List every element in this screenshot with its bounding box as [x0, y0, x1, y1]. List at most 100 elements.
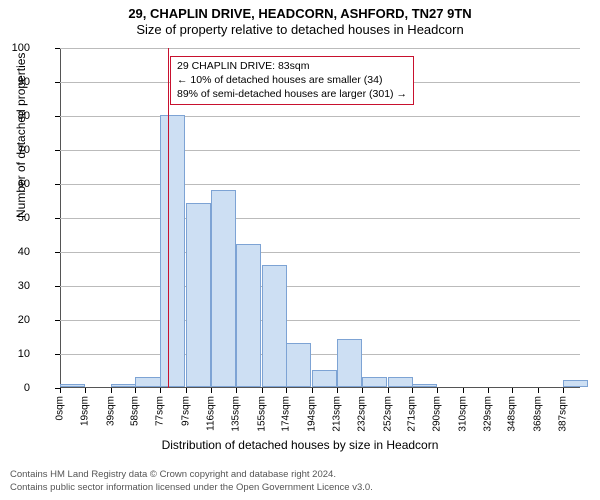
gridline	[60, 48, 580, 49]
xtick-mark	[412, 388, 413, 393]
xtick-label: 348sqm	[507, 396, 518, 432]
footer-line-1: Contains HM Land Registry data © Crown c…	[10, 469, 373, 481]
xtick-mark	[160, 388, 161, 393]
xtick-mark	[463, 388, 464, 393]
xtick-mark	[538, 388, 539, 393]
xtick-mark	[111, 388, 112, 393]
xtick-label: 174sqm	[281, 396, 292, 432]
histogram-bar	[236, 244, 261, 387]
footer-attribution: Contains HM Land Registry data © Crown c…	[10, 469, 373, 494]
xtick-label: 116sqm	[205, 396, 216, 431]
xtick-mark	[211, 388, 212, 393]
histogram-bar	[412, 384, 437, 387]
xtick-label: 58sqm	[130, 396, 141, 426]
xtick-label: 19sqm	[79, 396, 90, 426]
xtick-label: 135sqm	[230, 396, 241, 432]
ytick-mark	[55, 354, 60, 355]
histogram-bar	[160, 115, 185, 387]
gridline	[60, 150, 580, 151]
chart-subtitle: Size of property relative to detached ho…	[0, 22, 600, 38]
histogram-bar	[262, 265, 287, 387]
footer-line-2: Contains public sector information licen…	[10, 482, 373, 494]
ytick-label: 80	[0, 110, 30, 122]
xtick-mark	[512, 388, 513, 393]
ytick-mark	[55, 286, 60, 287]
histogram-bar	[286, 343, 311, 387]
ytick-label: 50	[0, 212, 30, 224]
xtick-label: 310sqm	[458, 396, 469, 432]
xtick-label: 387sqm	[558, 396, 569, 432]
xtick-mark	[262, 388, 263, 393]
histogram-bar	[135, 377, 160, 387]
annotation-line-2: ← 10% of detached houses are smaller (34…	[177, 73, 407, 87]
xtick-mark	[437, 388, 438, 393]
xtick-mark	[337, 388, 338, 393]
gridline	[60, 320, 580, 321]
ytick-label: 70	[0, 144, 30, 156]
ytick-mark	[55, 252, 60, 253]
xtick-mark	[135, 388, 136, 393]
plot-region: 0sqm19sqm39sqm58sqm77sqm97sqm116sqm135sq…	[60, 48, 580, 388]
ytick-label: 40	[0, 246, 30, 258]
histogram-bar	[312, 370, 337, 387]
xtick-label: 213sqm	[331, 396, 342, 432]
xtick-mark	[312, 388, 313, 393]
xtick-label: 155sqm	[256, 396, 267, 432]
ytick-label: 60	[0, 178, 30, 190]
histogram-bar	[388, 377, 413, 387]
ytick-label: 20	[0, 314, 30, 326]
xtick-mark	[388, 388, 389, 393]
xtick-label: 368sqm	[533, 396, 544, 432]
ytick-label: 100	[0, 42, 30, 54]
ytick-mark	[55, 218, 60, 219]
gridline	[60, 252, 580, 253]
x-axis-label: Distribution of detached houses by size …	[0, 438, 600, 452]
ytick-mark	[55, 184, 60, 185]
annotation-line-3: 89% of semi-detached houses are larger (…	[177, 87, 407, 101]
annotation-line-1: 29 CHAPLIN DRIVE: 83sqm	[177, 59, 407, 73]
xtick-label: 329sqm	[482, 396, 493, 432]
gridline	[60, 218, 580, 219]
xtick-label: 252sqm	[382, 396, 393, 432]
histogram-bar	[211, 190, 236, 387]
histogram-bar	[362, 377, 387, 387]
xtick-mark	[186, 388, 187, 393]
xtick-mark	[85, 388, 86, 393]
xtick-label: 194sqm	[307, 396, 318, 432]
histogram-bar	[111, 384, 136, 387]
histogram-bar	[60, 384, 85, 387]
ytick-mark	[55, 82, 60, 83]
histogram-bar	[563, 380, 588, 387]
ytick-label: 10	[0, 348, 30, 360]
ytick-mark	[55, 48, 60, 49]
xtick-mark	[60, 388, 61, 393]
xtick-mark	[236, 388, 237, 393]
xtick-label: 0sqm	[55, 396, 66, 420]
gridline	[60, 184, 580, 185]
ytick-label: 0	[0, 382, 30, 394]
xtick-label: 232sqm	[356, 396, 367, 432]
xtick-label: 97sqm	[181, 396, 192, 426]
gridline	[60, 116, 580, 117]
chart-container: 29, CHAPLIN DRIVE, HEADCORN, ASHFORD, TN…	[0, 0, 600, 500]
xtick-label: 271sqm	[407, 396, 418, 432]
xtick-mark	[563, 388, 564, 393]
histogram-bar	[186, 203, 211, 387]
reference-line	[168, 48, 169, 388]
ytick-mark	[55, 320, 60, 321]
xtick-mark	[362, 388, 363, 393]
xtick-label: 39sqm	[105, 396, 116, 426]
xtick-label: 77sqm	[155, 396, 166, 426]
xtick-label: 290sqm	[432, 396, 443, 432]
ytick-label: 90	[0, 76, 30, 88]
chart-title: 29, CHAPLIN DRIVE, HEADCORN, ASHFORD, TN…	[0, 0, 600, 22]
xtick-mark	[286, 388, 287, 393]
xtick-mark	[488, 388, 489, 393]
ytick-mark	[55, 116, 60, 117]
ytick-mark	[55, 150, 60, 151]
ytick-label: 30	[0, 280, 30, 292]
gridline	[60, 286, 580, 287]
annotation-box: 29 CHAPLIN DRIVE: 83sqm← 10% of detached…	[170, 56, 414, 105]
histogram-bar	[337, 339, 362, 387]
gridline	[60, 354, 580, 355]
